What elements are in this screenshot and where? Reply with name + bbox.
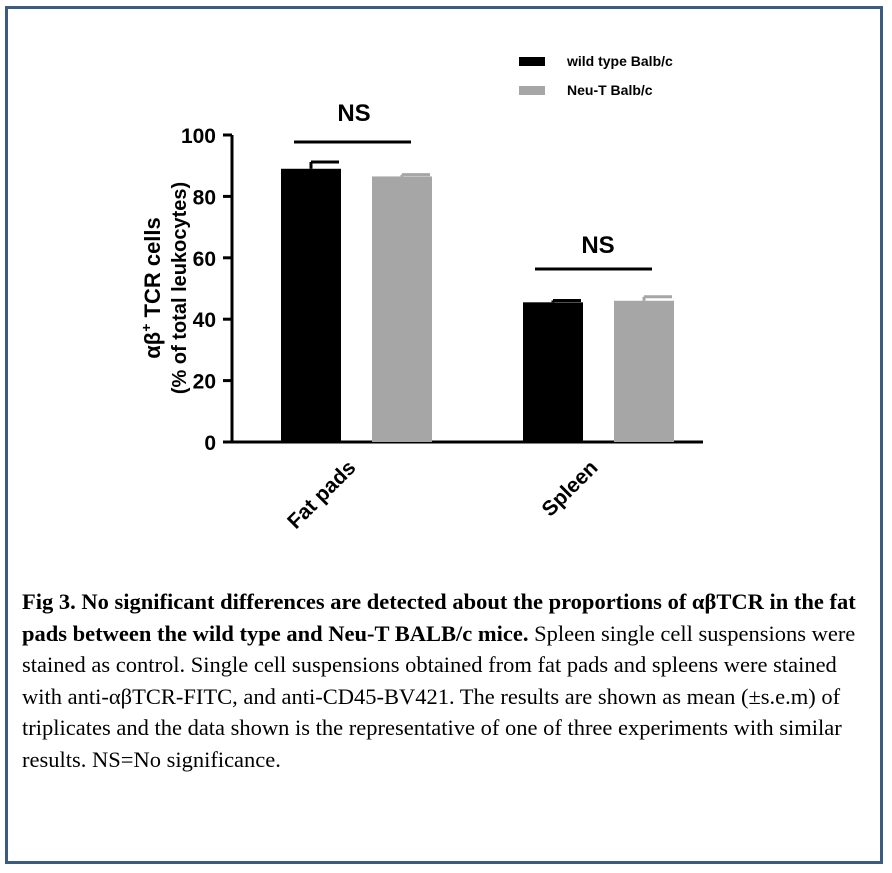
- y-tick-label: 0: [204, 432, 216, 455]
- legend-swatch-neu-t: [519, 86, 545, 95]
- caption-body: Spleen single cell suspensions were stai…: [22, 620, 856, 772]
- y-tick-label: 60: [193, 248, 216, 271]
- legend-label-wild-type: wild type Balb/c: [566, 53, 673, 69]
- figure-caption: Fig 3. No significant differences are de…: [22, 586, 872, 775]
- x-category-label: Fat pads: [283, 456, 360, 533]
- significance-label: NS: [337, 100, 370, 127]
- bar-wild-type-1: [523, 302, 583, 442]
- bar-neu-t-1: [614, 300, 674, 442]
- x-category-label: Spleen: [537, 456, 602, 521]
- y-axis-title-line2: (% of total leukocytes): [169, 182, 191, 394]
- legend-swatch-wild-type: [519, 57, 545, 66]
- bar-chart: 0 20 40 60 80 100 NS NS Fat pads Spleen αβ+ TCR…: [138, 53, 703, 534]
- legend: wild type Balb/c Neu-T Balb/c: [519, 53, 673, 98]
- figure-frame: [5, 6, 883, 864]
- y-axis-title-line1: αβ+ TCR cells: [138, 217, 165, 359]
- caption-title: Fig 3. No significant differences are de…: [22, 589, 856, 646]
- bar-wild-type-0: [281, 168, 341, 442]
- y-tick-label: 100: [181, 125, 216, 148]
- legend-label-neu-t: Neu-T Balb/c: [567, 82, 653, 98]
- y-tick-label: 20: [193, 371, 216, 394]
- significance-label: NS: [581, 232, 614, 259]
- bar-neu-t-0: [372, 176, 432, 442]
- y-tick-label: 40: [193, 309, 216, 332]
- y-tick-label: 80: [193, 186, 216, 209]
